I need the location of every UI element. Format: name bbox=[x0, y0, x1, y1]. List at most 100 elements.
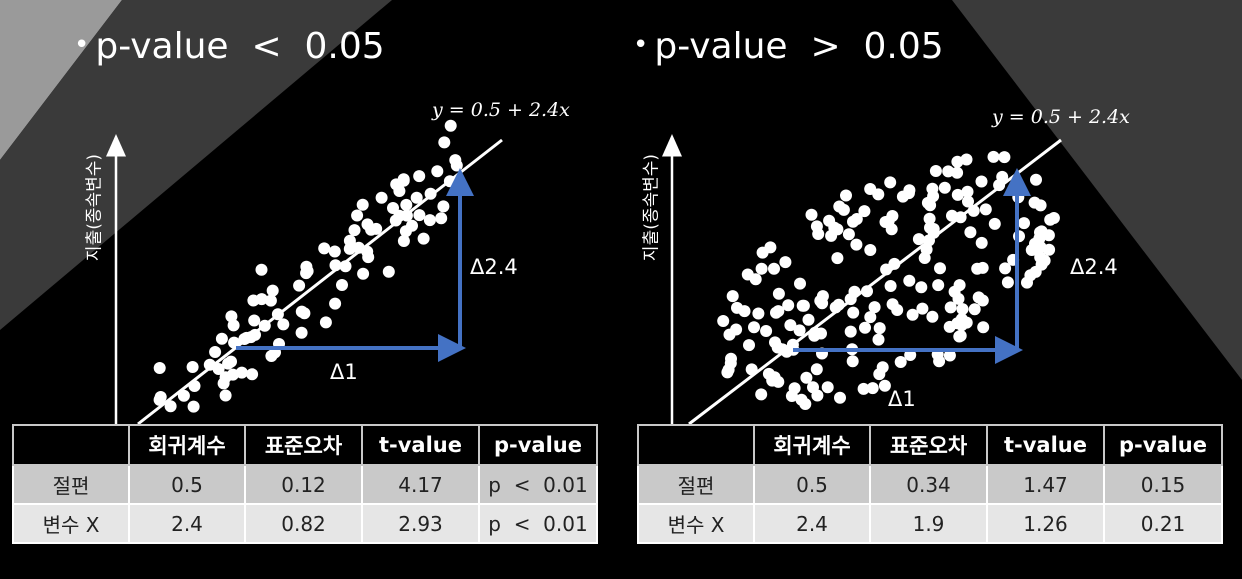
cell: 1.9 bbox=[869, 503, 988, 544]
header-pvalue: p-value bbox=[1103, 424, 1223, 466]
data-point bbox=[961, 185, 974, 198]
regression-table: 회귀계수 표준오차 t-value p-value 절편 0.5 0.34 1.… bbox=[637, 424, 1223, 544]
data-point bbox=[228, 336, 241, 349]
cell: 0.21 bbox=[1103, 503, 1223, 544]
data-point bbox=[271, 308, 284, 321]
cell: 0.34 bbox=[869, 464, 988, 505]
data-point bbox=[926, 182, 939, 195]
table-row: 변수 X 2.4 1.9 1.26 0.21 bbox=[637, 503, 1223, 544]
data-point bbox=[731, 301, 743, 314]
data-point bbox=[264, 294, 277, 307]
data-point bbox=[717, 315, 730, 327]
data-point bbox=[444, 119, 457, 132]
row-label: 절편 bbox=[12, 464, 130, 505]
data-point bbox=[906, 308, 919, 321]
data-point bbox=[920, 243, 933, 256]
data-point bbox=[776, 343, 789, 356]
data-point bbox=[951, 188, 964, 201]
data-point bbox=[784, 319, 797, 332]
scatter-plot-left bbox=[106, 119, 503, 426]
data-point bbox=[769, 336, 781, 349]
data-point bbox=[410, 191, 423, 204]
data-point bbox=[1029, 237, 1041, 250]
data-point bbox=[943, 320, 956, 333]
data-point bbox=[1043, 243, 1056, 256]
data-point bbox=[343, 242, 356, 255]
data-point bbox=[944, 301, 957, 314]
data-point bbox=[413, 170, 426, 183]
data-point bbox=[431, 165, 444, 178]
header-tvalue: t-value bbox=[361, 424, 480, 466]
row-label: 변수 X bbox=[12, 503, 130, 544]
cell: 2.93 bbox=[361, 503, 480, 544]
data-point bbox=[884, 176, 897, 189]
data-point bbox=[724, 357, 737, 370]
header-pvalue: p-value bbox=[478, 424, 598, 466]
data-point bbox=[743, 339, 755, 352]
data-point bbox=[329, 297, 342, 310]
data-point bbox=[894, 356, 907, 368]
data-point bbox=[726, 290, 739, 303]
data-point bbox=[397, 173, 410, 186]
data-point bbox=[319, 316, 332, 329]
data-point bbox=[301, 265, 314, 278]
data-point bbox=[762, 367, 775, 380]
data-point bbox=[760, 325, 773, 337]
data-point bbox=[967, 204, 980, 217]
data-point bbox=[842, 228, 855, 241]
data-point bbox=[786, 338, 799, 351]
row-label: 절편 bbox=[637, 464, 755, 505]
data-point bbox=[295, 326, 308, 339]
panel-not-significant: • p-value > 0.05 지출(종속변수) y = 0.5 + 2.4x … bbox=[621, 0, 1242, 579]
data-point bbox=[954, 211, 967, 224]
data-point bbox=[186, 361, 199, 373]
data-point bbox=[942, 165, 955, 178]
data-point bbox=[924, 199, 937, 212]
data-point bbox=[768, 262, 780, 275]
data-point bbox=[810, 363, 823, 376]
data-point bbox=[926, 310, 939, 323]
data-point bbox=[1038, 254, 1051, 267]
data-point bbox=[988, 217, 1001, 230]
data-point bbox=[833, 200, 846, 213]
data-point bbox=[265, 350, 278, 362]
data-point bbox=[1044, 213, 1057, 226]
data-point bbox=[328, 245, 341, 258]
data-point bbox=[956, 303, 969, 316]
data-point bbox=[219, 389, 232, 402]
data-point bbox=[249, 328, 261, 341]
data-point bbox=[400, 209, 413, 222]
header-stderr: 표준오차 bbox=[869, 424, 988, 466]
cell: 0.15 bbox=[1103, 464, 1223, 505]
data-point bbox=[923, 212, 936, 225]
data-point bbox=[800, 371, 813, 384]
data-point bbox=[437, 200, 450, 213]
data-point bbox=[996, 170, 1009, 183]
data-point bbox=[339, 260, 352, 273]
data-point bbox=[816, 290, 829, 303]
cell: 0.12 bbox=[244, 464, 363, 505]
data-point bbox=[225, 355, 237, 368]
data-point bbox=[848, 285, 861, 298]
data-point bbox=[834, 391, 846, 404]
data-point bbox=[1028, 196, 1041, 209]
data-point bbox=[772, 375, 785, 388]
data-point bbox=[255, 293, 268, 306]
data-point bbox=[929, 165, 942, 177]
data-point bbox=[730, 323, 743, 336]
data-point bbox=[721, 366, 734, 379]
data-point bbox=[209, 346, 222, 358]
data-point bbox=[902, 187, 915, 200]
regression-table: 회귀계수 표준오차 t-value p-value 절편 0.5 0.12 4.… bbox=[12, 424, 598, 544]
data-point bbox=[293, 279, 306, 292]
data-point bbox=[782, 299, 795, 312]
y-axis-label: 지출(종속변수) bbox=[641, 153, 662, 262]
data-point bbox=[878, 379, 891, 392]
data-point bbox=[844, 325, 857, 338]
data-point bbox=[1018, 217, 1030, 230]
data-point bbox=[435, 212, 448, 225]
data-point bbox=[923, 234, 935, 247]
data-point bbox=[886, 298, 899, 311]
data-point bbox=[1030, 173, 1042, 186]
